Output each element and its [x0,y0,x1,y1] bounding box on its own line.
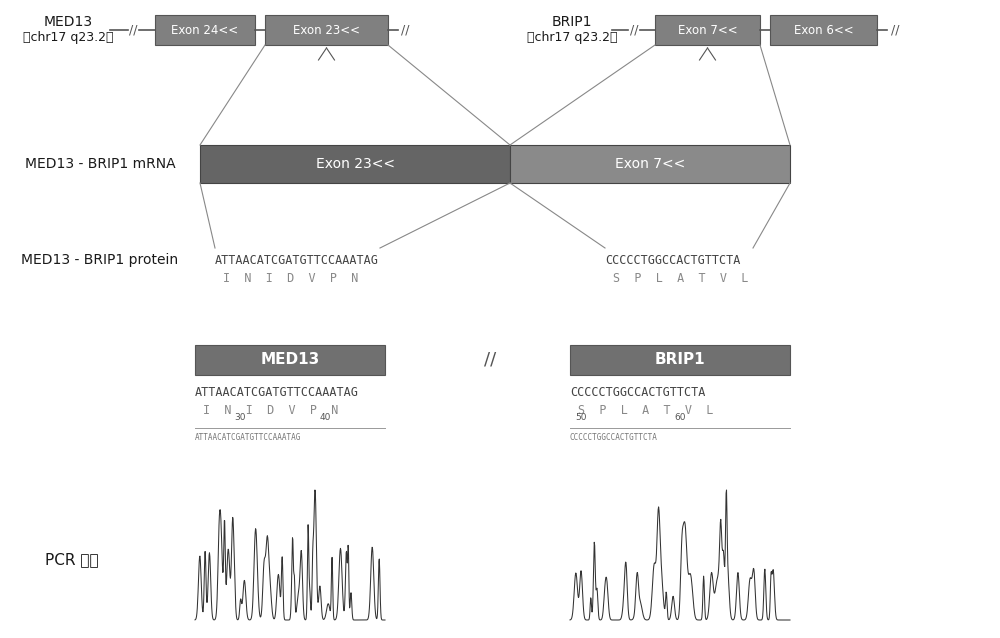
Text: Exon 7<<: Exon 7<< [678,24,737,36]
Text: I  N  I  D  V  P  N: I N I D V P N [223,272,358,285]
Bar [195,345,385,375]
Bar [770,15,877,45]
Text: //: // [630,24,638,36]
Text: //: // [891,24,899,36]
Text: ATTAACATCGATGTTCCAAATAG: ATTAACATCGATGTTCCAAATAG [195,387,359,399]
Text: ATTAACATCGATGTTCCAAATAG: ATTAACATCGATGTTCCAAATAG [195,433,301,443]
Text: S  P  L  A  T  V  L: S P L A T V L [578,403,713,417]
Text: CCCCCTGGCCACTGTTCTA: CCCCCTGGCCACTGTTCTA [570,387,705,399]
Text: 60: 60 [674,413,686,422]
Text: //: // [129,24,137,36]
Text: Exon 23<<: Exon 23<< [316,157,394,171]
Text: //: // [484,351,496,369]
Text: ATTAACATCGATGTTCCAAATAG: ATTAACATCGATGTTCCAAATAG [215,253,379,267]
Text: Exon 6<<: Exon 6<< [794,24,853,36]
Bar [510,145,790,183]
Text: 50: 50 [575,413,586,422]
Text: BRIP1: BRIP1 [655,353,705,367]
Bar [265,15,388,45]
Text: CCCCCTGGCCACTGTTCTA: CCCCCTGGCCACTGTTCTA [605,253,740,267]
Text: Exon 7<<: Exon 7<< [615,157,685,171]
Text: BRIP1: BRIP1 [552,15,592,29]
Text: 30: 30 [234,413,246,422]
Bar [655,15,760,45]
Text: 40: 40 [319,413,331,422]
Text: I  N  I  D  V  P  N: I N I D V P N [203,403,338,417]
Text: Exon 24<<: Exon 24<< [171,24,239,36]
Text: MED13: MED13 [43,15,93,29]
Text: MED13: MED13 [260,353,320,367]
Text: //: // [401,24,409,36]
Text: S  P  L  A  T  V  L: S P L A T V L [613,272,748,285]
Bar [155,15,255,45]
Text: （chr17 q23.2）: （chr17 q23.2） [23,31,113,45]
Text: CCCCCTGGCCACTGTTCTA: CCCCCTGGCCACTGTTCTA [570,433,658,443]
Text: （chr17 q23.2）: （chr17 q23.2） [527,31,617,45]
Text: MED13 - BRIP1 mRNA: MED13 - BRIP1 mRNA [25,157,175,171]
Bar [570,345,790,375]
Bar [200,145,510,183]
Text: MED13 - BRIP1 protein: MED13 - BRIP1 protein [21,253,179,267]
Text: Exon 23<<: Exon 23<< [293,24,360,36]
Text: PCR 验证: PCR 验证 [45,553,99,567]
